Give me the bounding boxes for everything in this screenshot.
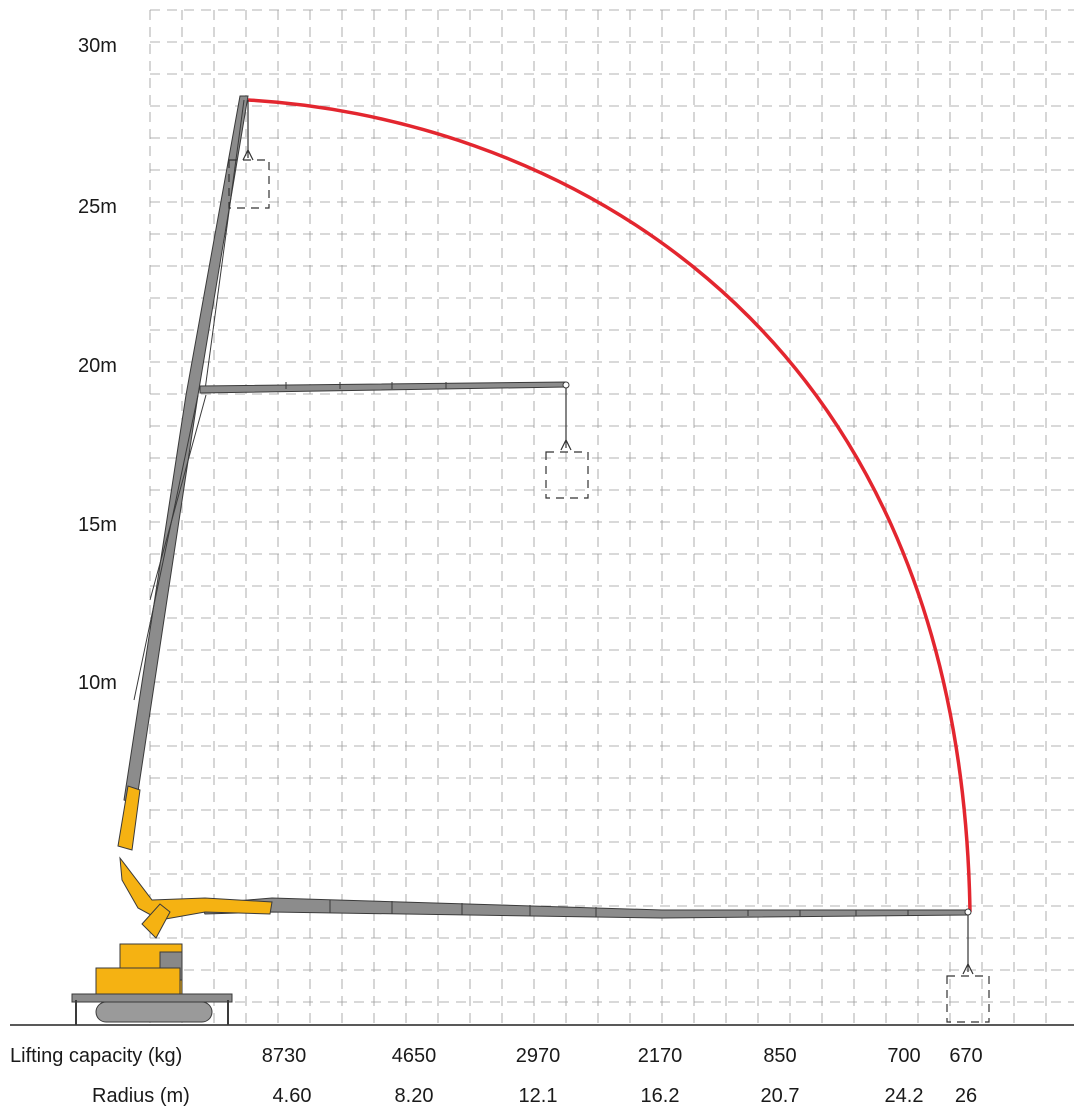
radius-value: 4.60 — [272, 1085, 312, 1107]
radius-label: Radius (m) — [92, 1085, 190, 1107]
low-horizontal-boom — [199, 897, 972, 919]
y-label-15m: 15m — [78, 514, 117, 536]
y-label-30m: 30m — [78, 35, 117, 57]
capacity-value: 2970 — [515, 1045, 561, 1067]
capacity-value: 850 — [763, 1045, 797, 1067]
radius-value: 16.2 — [640, 1085, 680, 1107]
vertical-boom — [117, 95, 249, 851]
capacity-value: 8730 — [261, 1045, 307, 1067]
y-axis-labels: 30m 25m 20m 15m 10m — [78, 35, 117, 694]
capacity-value: 2170 — [637, 1045, 683, 1067]
low-hook-load — [946, 915, 990, 1023]
dashed-grid — [149, 9, 1074, 1024]
radius-value: 12.1 — [518, 1085, 558, 1107]
radius-value: 8.20 — [394, 1085, 434, 1107]
reach-envelope-curve — [247, 98, 972, 913]
capacity-value: 670 — [949, 1045, 983, 1067]
radius-value: 20.7 — [760, 1085, 800, 1107]
y-label-10m: 10m — [78, 672, 117, 694]
mid-horizontal-boom — [199, 381, 570, 394]
capacity-value: 700 — [887, 1045, 921, 1067]
mid-hook-load — [545, 388, 589, 499]
lifting-capacity-label: Lifting capacity (kg) — [10, 1045, 183, 1067]
crane-body — [71, 856, 273, 1025]
y-label-20m: 20m — [78, 355, 117, 377]
radius-value: 24.2 — [884, 1085, 924, 1107]
capacity-value: 4650 — [391, 1045, 437, 1067]
y-label-25m: 25m — [78, 196, 117, 218]
top-hook-load — [228, 100, 270, 209]
radius-value: 26 — [954, 1085, 978, 1107]
